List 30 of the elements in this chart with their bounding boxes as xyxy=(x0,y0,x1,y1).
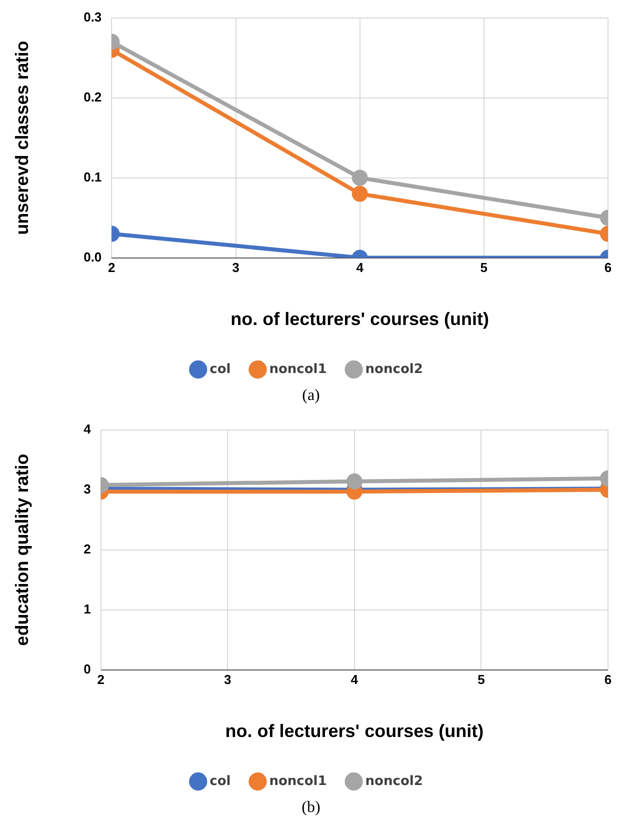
y-tick-label: 0 xyxy=(84,661,91,676)
y-tick-label: 3 xyxy=(84,481,91,496)
x-tick-label: 2 xyxy=(108,260,116,276)
x-axis-title: no. of lecturers' courses (unit) xyxy=(230,309,489,330)
y-tick-label: 2 xyxy=(84,541,91,556)
y-tick-label: 0.3 xyxy=(84,9,102,24)
x-tick-label: 6 xyxy=(604,672,612,688)
x-tick-label: 5 xyxy=(480,260,488,276)
legend-label: noncol2 xyxy=(365,774,423,789)
text: (a) xyxy=(301,386,321,406)
legend-label: noncol1 xyxy=(269,774,327,789)
y-tick-label: 4 xyxy=(84,421,92,436)
x-tick-label: 4 xyxy=(356,260,364,276)
x-tick-label: 3 xyxy=(232,260,240,276)
y-tick-label: 1 xyxy=(84,601,91,616)
legend-label: noncol2 xyxy=(365,362,423,377)
text: (b) xyxy=(300,798,322,818)
legend-label: col xyxy=(210,362,231,377)
x-axis-title: no. of lecturers' courses (unit) xyxy=(225,721,484,742)
x-tick-label: 4 xyxy=(350,672,359,688)
y-axis-title: unserevd classes ratio xyxy=(12,40,32,235)
legend-label: col xyxy=(210,774,231,789)
legend-label: noncol1 xyxy=(269,362,327,377)
x-tick-label: 3 xyxy=(224,672,232,688)
y-axis-title: education quality ratio xyxy=(12,454,32,646)
y-tick-label: 0.2 xyxy=(84,89,102,104)
x-tick-label: 6 xyxy=(604,260,612,276)
y-tick-label: 0.1 xyxy=(84,169,102,184)
x-tick-label: 5 xyxy=(478,672,485,688)
y-tick-label: 0.0 xyxy=(84,249,102,264)
